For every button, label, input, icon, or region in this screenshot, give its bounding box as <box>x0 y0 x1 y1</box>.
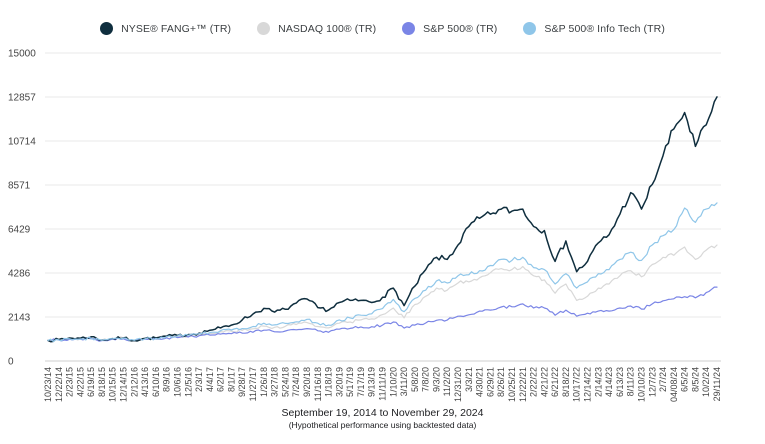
x-axis-tick-label: 12/22/14 <box>54 367 64 402</box>
x-axis-tick-label: 7/24/18 <box>291 367 301 397</box>
legend-swatch-icon <box>523 22 537 35</box>
x-axis-tick-label: 5/8/20 <box>410 367 420 392</box>
caption-backtest-note: (Hypothetical performance using backtest… <box>288 420 477 430</box>
x-axis-tick-label: 3/3/21 <box>464 367 474 392</box>
x-axis-tick-label: 2/12/16 <box>129 367 139 397</box>
y-axis-tick-label: 12857 <box>8 93 36 104</box>
x-axis-tick-label: 8/5/24 <box>690 367 700 392</box>
legend-item-2: S&P 500® (TR) <box>402 22 497 35</box>
x-axis-tick-label: 9/3/20 <box>431 367 441 392</box>
x-axis-tick-label: 6/29/21 <box>485 367 495 397</box>
x-axis-tick-label: 2/7/24 <box>658 367 668 392</box>
x-axis-tick-label: 6/10/16 <box>151 367 161 397</box>
chart-legend: NYSE® FANG+™ (TR) NASDAQ 100® (TR) S&P 500… <box>0 22 765 35</box>
y-axis-tick-label: 6429 <box>8 224 31 235</box>
x-axis-tick-label: 12/22/21 <box>518 367 528 402</box>
x-axis-tick-label: 1/26/18 <box>259 367 269 397</box>
x-axis-tick-label: 4/4/17 <box>205 367 215 392</box>
x-axis-tick-label: 11/27/17 <box>248 367 258 401</box>
x-axis-tick-label: 12/5/16 <box>183 367 193 397</box>
x-axis-tick-label: 8/18/22 <box>561 367 571 397</box>
x-axis-tick-label: 04/08/24 <box>669 367 679 402</box>
legend-swatch-icon <box>100 22 114 35</box>
legend-label: S&P 500® (TR) <box>423 22 498 35</box>
x-axis-tick-label: 10/2/24 <box>701 367 711 397</box>
legend-swatch-icon <box>402 22 416 35</box>
x-axis-tick-label: 10/15/15 <box>108 367 118 402</box>
y-axis-tick-label: 2143 <box>8 312 31 323</box>
x-axis-tick-label: 10/10/23 <box>636 367 646 402</box>
x-axis-tick-label: 4/21/22 <box>539 367 549 397</box>
series-line-1 <box>47 244 718 342</box>
x-axis-tick-label: 2/23/15 <box>65 367 75 397</box>
x-axis-tick-label: 4/22/15 <box>75 367 85 397</box>
x-axis-tick-label: 11/16/18 <box>313 367 323 401</box>
legend-label: NYSE® FANG+™ (TR) <box>121 22 232 35</box>
legend-swatch-icon <box>257 22 271 35</box>
x-axis-tick-label: 6/21/22 <box>550 367 560 397</box>
x-axis-tick-label: 4/30/21 <box>475 367 485 397</box>
x-axis-tick-label: 29/11/24 <box>712 367 722 401</box>
x-axis-tick-label: 7/17/19 <box>356 367 366 397</box>
chart-plot-area: 0 2143 4286 6429 8571 10714 12857 15000 10/23/14… <box>8 49 722 403</box>
x-axis-tick-label: 11/2/20 <box>442 367 452 396</box>
x-axis-tick-label: 7/8/20 <box>421 367 431 392</box>
x-axis-tick-label: 10/23/14 <box>43 367 53 402</box>
x-axis-tick-label: 8/11/23 <box>626 367 636 396</box>
y-axis-tick-label: 8571 <box>8 181 31 192</box>
caption-date-range: September 19, 2014 to November 29, 2024 <box>281 407 484 419</box>
x-axis-tick-label: 9/13/19 <box>367 367 377 397</box>
x-axis-tick-label: 8/18/15 <box>97 367 107 397</box>
x-axis-tick-label: 6/2/17 <box>216 367 226 392</box>
x-axis-tick-label: 3/20/19 <box>334 367 344 397</box>
series-line-0 <box>47 96 718 343</box>
y-axis-tick-label: 4286 <box>8 268 31 279</box>
x-axis-tick-label: 8/1/17 <box>226 367 236 392</box>
chart-caption: September 19, 2014 to November 29, 2024 … <box>0 407 765 431</box>
x-axis-tick-label: 2/22/22 <box>529 367 539 397</box>
x-axis-tick-label: 10/17/22 <box>572 367 582 402</box>
x-axis-tick-label: 12/31/20 <box>453 367 463 402</box>
x-axis-tick-label: 5/24/18 <box>280 367 290 397</box>
x-axis-tick-label: 6/19/15 <box>86 367 96 397</box>
x-axis-tick-label: 6/5/24 <box>680 367 690 392</box>
x-axis-tick-label: 12/7/23 <box>647 367 657 397</box>
x-axis-tick-label: 6/13/23 <box>615 367 625 397</box>
x-axis-tick-label: 4/13/16 <box>140 367 150 397</box>
legend-item-1: NASDAQ 100® (TR) <box>257 22 376 35</box>
x-axis-tick-label: 2/14/23 <box>593 367 603 397</box>
legend-label: NASDAQ 100® (TR) <box>278 22 377 35</box>
y-axis-tick-label: 15000 <box>8 49 36 60</box>
x-axis-tick-label: 8/9/16 <box>162 367 172 392</box>
x-axis-tick-label: 2/3/17 <box>194 367 204 392</box>
x-axis-tick-label: 8/26/21 <box>496 367 506 397</box>
x-axis-tick-label: 12/14/15 <box>119 367 129 402</box>
legend-label: S&P 500® Info Tech (TR) <box>544 22 665 35</box>
x-axis-tick-label: 9/20/18 <box>302 367 312 397</box>
legend-item-0: NYSE® FANG+™ (TR) <box>100 22 231 35</box>
x-axis-tick-label: 1/10/20 <box>388 367 398 397</box>
x-axis-tick-label: 3/11/20 <box>399 367 409 396</box>
x-axis-tick-label: 4/14/23 <box>604 367 614 397</box>
x-axis-tick-label: 5/17/19 <box>345 367 355 397</box>
y-axis-tick-label: 10714 <box>8 137 36 148</box>
x-axis-tick-label: 10/6/16 <box>172 367 182 397</box>
y-axis-tick-label: 0 <box>8 357 14 368</box>
x-axis-tick-label: 9/28/17 <box>237 367 247 397</box>
legend-item-3: S&P 500® Info Tech (TR) <box>523 22 665 35</box>
x-axis-tick-label: 1/18/19 <box>324 367 334 397</box>
x-axis-tick-label: 3/27/18 <box>270 367 280 397</box>
x-axis-tick-label: 12/14/22 <box>583 367 593 402</box>
series-line-3 <box>47 202 718 343</box>
x-axis-tick-label: 11/11/19 <box>378 367 388 401</box>
x-axis-tick-label: 10/25/21 <box>507 367 517 402</box>
